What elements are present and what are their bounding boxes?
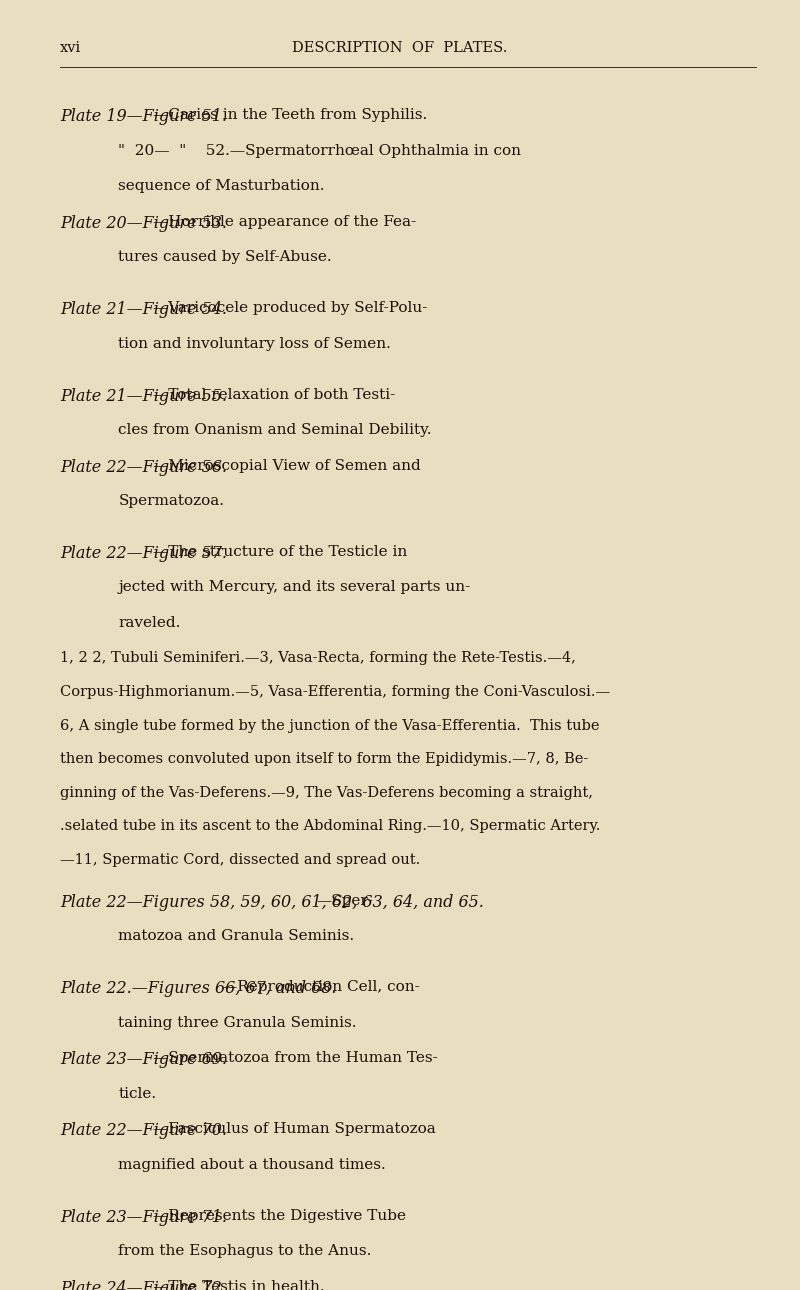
Text: Plate 22—Figure 57.: Plate 22—Figure 57. bbox=[60, 544, 227, 562]
Text: —Reproduction Cell, con-: —Reproduction Cell, con- bbox=[222, 980, 420, 995]
Text: —11, Spermatic Cord, dissected and spread out.: —11, Spermatic Cord, dissected and sprea… bbox=[60, 853, 420, 867]
Text: —Horrible appearance of the Fea-: —Horrible appearance of the Fea- bbox=[154, 215, 417, 228]
Text: —Fasciculus of Human Spermatozoa: —Fasciculus of Human Spermatozoa bbox=[154, 1122, 436, 1136]
Text: Plate 22—Figure 70.: Plate 22—Figure 70. bbox=[60, 1122, 227, 1139]
Text: —Varicocele produced by Self-Polu-: —Varicocele produced by Self-Polu- bbox=[154, 301, 428, 315]
Text: —Caries in the Teeth from Syphilis.: —Caries in the Teeth from Syphilis. bbox=[154, 108, 428, 123]
Text: —The structure of the Testicle in: —The structure of the Testicle in bbox=[154, 544, 408, 559]
Text: ticle.: ticle. bbox=[118, 1086, 157, 1100]
Text: —Sper-: —Sper- bbox=[316, 894, 373, 908]
Text: —Total relaxation of both Testi-: —Total relaxation of both Testi- bbox=[154, 387, 396, 401]
Text: Plate 23—Figure 69.: Plate 23—Figure 69. bbox=[60, 1051, 227, 1068]
Text: "  20—  "    52.—Spermatorrhœal Ophthalmia in con: " 20— " 52.—Spermatorrhœal Ophthalmia in… bbox=[118, 144, 522, 157]
Text: Plate 21—Figure 54.: Plate 21—Figure 54. bbox=[60, 301, 227, 319]
Text: Plate 23—Figure 71.: Plate 23—Figure 71. bbox=[60, 1209, 227, 1226]
Text: magnified about a thousand times.: magnified about a thousand times. bbox=[118, 1158, 386, 1171]
Text: .selated tube in its ascent to the Abdominal Ring.—10, Spermatic Artery.: .selated tube in its ascent to the Abdom… bbox=[60, 819, 600, 833]
Text: 6, A single tube formed by the junction of the Vasa-Efferentia.  This tube: 6, A single tube formed by the junction … bbox=[60, 719, 599, 733]
Text: cles from Onanism and Seminal Debility.: cles from Onanism and Seminal Debility. bbox=[118, 423, 432, 437]
Text: then becomes convoluted upon itself to form the Epididymis.—7, 8, Be-: then becomes convoluted upon itself to f… bbox=[60, 752, 588, 766]
Text: Plate 22.—Figures 66, 67, and 68.: Plate 22.—Figures 66, 67, and 68. bbox=[60, 980, 337, 997]
Text: Plate 22—Figures 58, 59, 60, 61, 62, 63, 64, and 65.: Plate 22—Figures 58, 59, 60, 61, 62, 63,… bbox=[60, 894, 484, 911]
Text: —The Testis in health.: —The Testis in health. bbox=[154, 1280, 325, 1290]
Text: sequence of Masturbation.: sequence of Masturbation. bbox=[118, 179, 325, 193]
Text: Plate 22—Figure 56.: Plate 22—Figure 56. bbox=[60, 458, 227, 476]
Text: Plate 19—Figure 51.: Plate 19—Figure 51. bbox=[60, 108, 227, 125]
Text: tures caused by Self-Abuse.: tures caused by Self-Abuse. bbox=[118, 250, 332, 264]
Text: raveled.: raveled. bbox=[118, 615, 181, 630]
Text: DESCRIPTION  OF  PLATES.: DESCRIPTION OF PLATES. bbox=[292, 41, 508, 55]
Text: tion and involuntary loss of Semen.: tion and involuntary loss of Semen. bbox=[118, 337, 391, 351]
Text: xvi: xvi bbox=[60, 41, 82, 55]
Text: —Represents the Digestive Tube: —Represents the Digestive Tube bbox=[154, 1209, 406, 1223]
Text: —Microscopial View of Semen and: —Microscopial View of Semen and bbox=[154, 458, 422, 472]
Text: jected with Mercury, and its several parts un-: jected with Mercury, and its several par… bbox=[118, 580, 470, 595]
Text: from the Esophagus to the Anus.: from the Esophagus to the Anus. bbox=[118, 1244, 372, 1258]
Text: matozoa and Granula Seminis.: matozoa and Granula Seminis. bbox=[118, 929, 354, 943]
Text: 1, 2 2, Tubuli Seminiferi.—3, Vasa-Recta, forming the Rete-Testis.—4,: 1, 2 2, Tubuli Seminiferi.—3, Vasa-Recta… bbox=[60, 651, 576, 666]
Text: —Spermatozoa from the Human Tes-: —Spermatozoa from the Human Tes- bbox=[154, 1051, 438, 1066]
Text: ginning of the Vas-Deferens.—9, The Vas-Deferens becoming a straight,: ginning of the Vas-Deferens.—9, The Vas-… bbox=[60, 786, 593, 800]
Text: Plate 21—Figure 55.: Plate 21—Figure 55. bbox=[60, 387, 227, 405]
Text: taining three Granula Seminis.: taining three Granula Seminis. bbox=[118, 1017, 357, 1029]
Text: Plate 24—Figure 72.: Plate 24—Figure 72. bbox=[60, 1280, 227, 1290]
Text: Plate 20—Figure 53.: Plate 20—Figure 53. bbox=[60, 215, 227, 232]
Text: Corpus-Highmorianum.—5, Vasa-Efferentia, forming the Coni-Vasculosi.—: Corpus-Highmorianum.—5, Vasa-Efferentia,… bbox=[60, 685, 610, 699]
Text: Spermatozoa.: Spermatozoa. bbox=[118, 494, 224, 508]
